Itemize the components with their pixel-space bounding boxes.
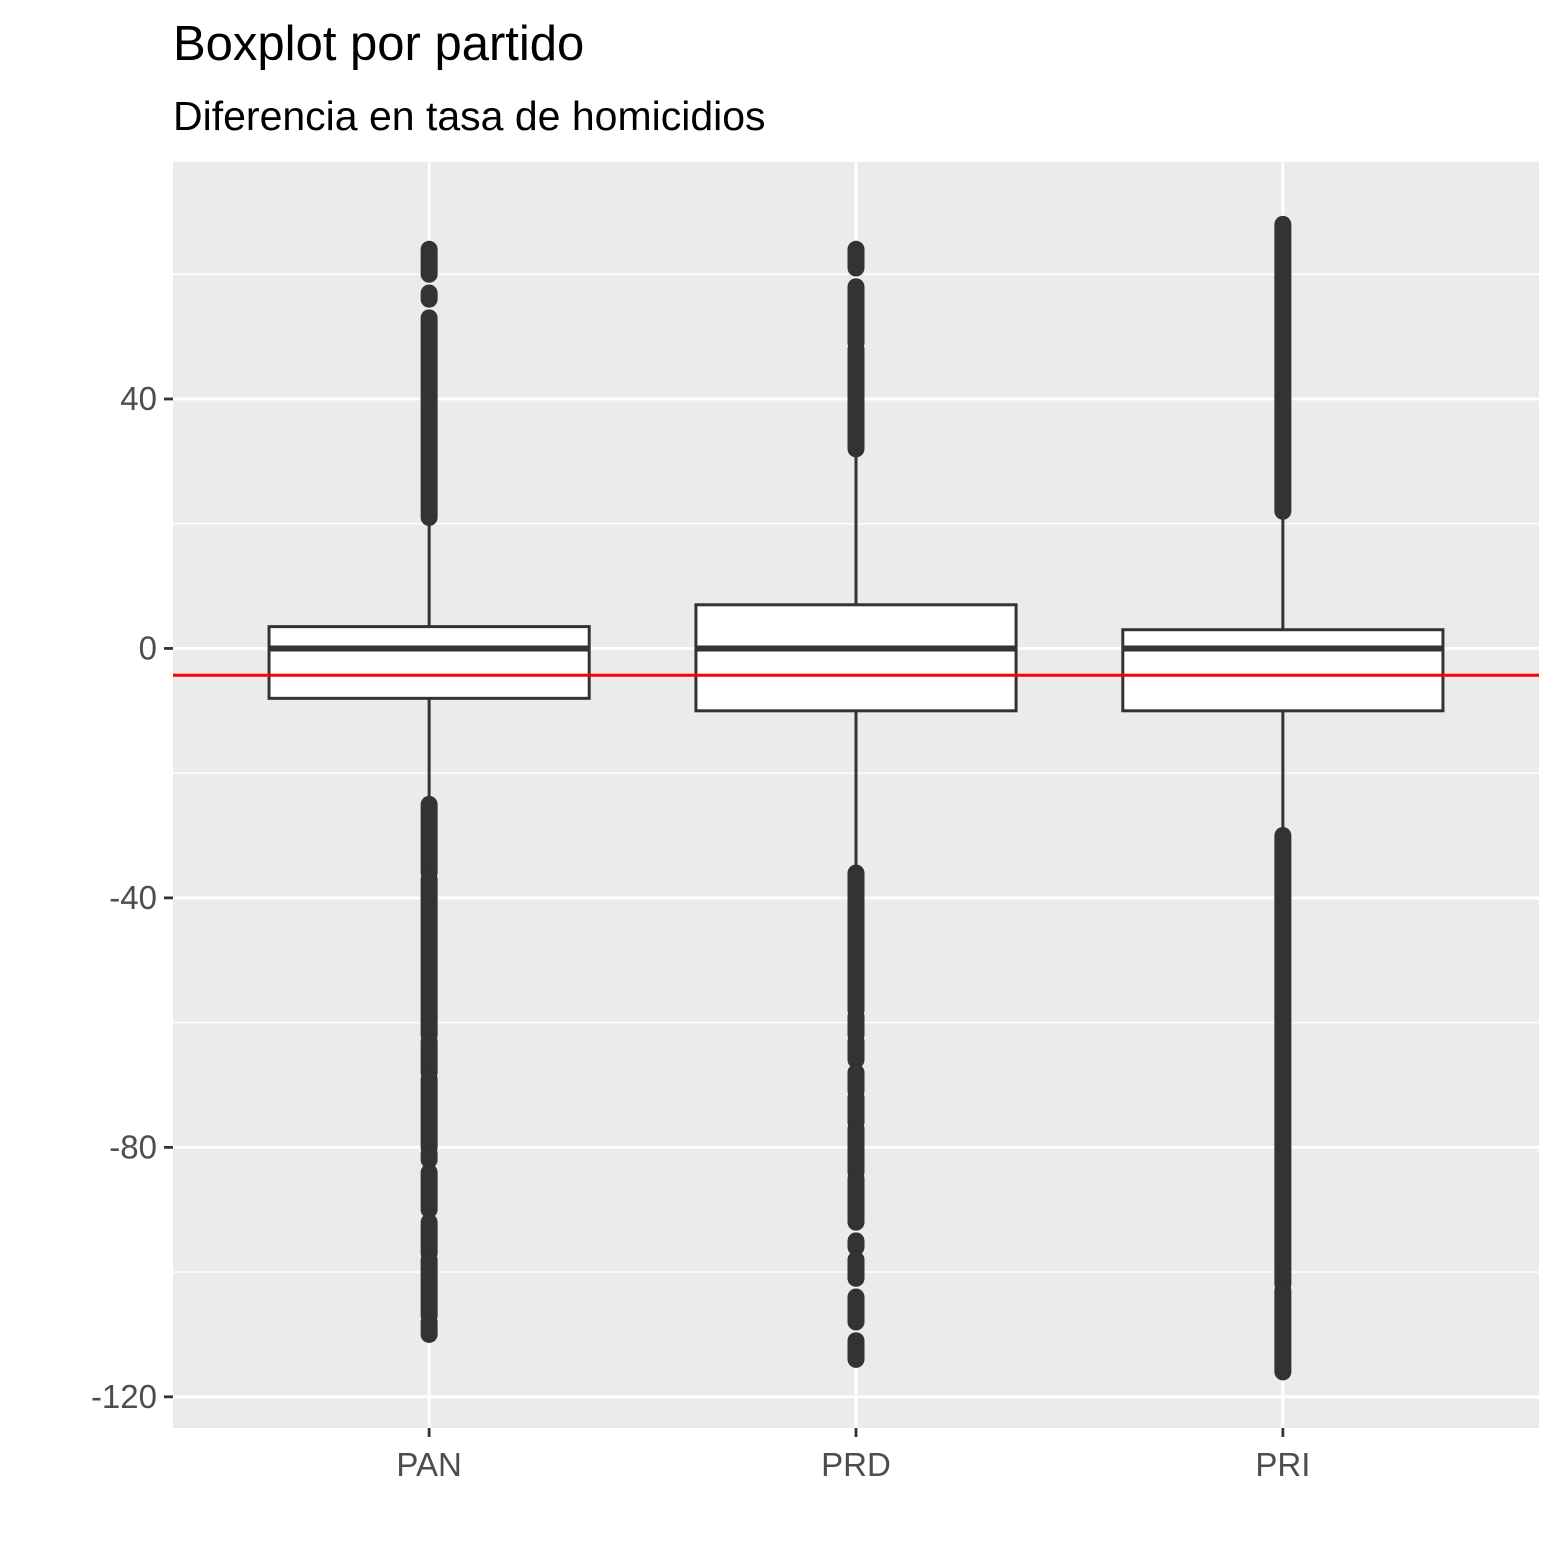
y-tick-label: -80 bbox=[109, 1128, 157, 1165]
x-tick-label: PRI bbox=[1255, 1446, 1310, 1483]
axes: 40 0 -40 -80 -120 PAN PRD PRI bbox=[91, 380, 1310, 1483]
y-tick-label: 40 bbox=[120, 380, 157, 417]
x-tick-label: PAN bbox=[396, 1446, 461, 1483]
box-prd bbox=[694, 240, 1018, 1368]
box-body bbox=[694, 603, 1018, 713]
box-pri bbox=[1121, 215, 1445, 1381]
box-body bbox=[267, 625, 591, 700]
y-tick-label: -120 bbox=[91, 1378, 157, 1415]
chart-subtitle: Diferencia en tasa de homicidios bbox=[173, 93, 766, 139]
chart-title: Boxplot por partido bbox=[173, 17, 585, 71]
box-body bbox=[1121, 628, 1445, 713]
y-tick-label: 0 bbox=[139, 629, 157, 666]
box-pan bbox=[267, 240, 591, 1343]
x-tick-label: PRD bbox=[821, 1446, 891, 1483]
y-tick-label: -40 bbox=[109, 879, 157, 916]
boxes bbox=[267, 215, 1445, 1381]
